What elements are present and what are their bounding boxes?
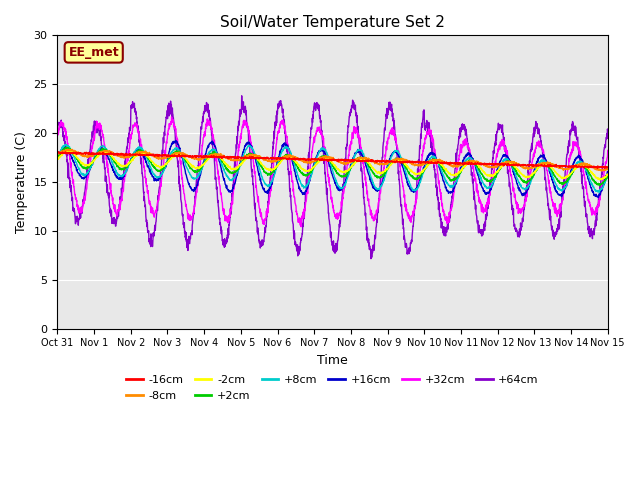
+32cm [207,124,215,130]
-16cm [571,164,579,169]
Line: -16cm: -16cm [58,152,608,168]
+16cm [54,156,61,161]
+2cm [361,156,369,162]
-16cm [361,158,369,164]
-8cm [64,146,72,152]
-16cm [207,153,215,159]
+16cm [361,158,369,164]
+32cm [571,139,579,144]
-8cm [604,166,612,172]
+2cm [63,144,70,150]
+8cm [54,155,61,160]
-2cm [54,156,61,162]
Y-axis label: Temperature (C): Temperature (C) [15,131,28,233]
-2cm [571,167,579,172]
-2cm [596,177,604,183]
+16cm [207,140,215,146]
+2cm [571,166,579,172]
-8cm [556,164,563,170]
-2cm [556,173,563,179]
+32cm [604,147,612,153]
+8cm [571,164,579,170]
+32cm [297,224,305,229]
-2cm [361,157,369,163]
Line: -2cm: -2cm [58,150,608,180]
+16cm [556,192,563,198]
+32cm [349,132,356,138]
+64cm [207,126,214,132]
-8cm [598,168,605,174]
-2cm [349,163,356,168]
+2cm [556,179,563,185]
-16cm [54,150,61,156]
+2cm [207,151,215,157]
-16cm [593,166,601,171]
-2cm [207,153,215,158]
-2cm [604,171,612,177]
+64cm [238,93,246,99]
+64cm [367,256,375,262]
+64cm [604,130,612,136]
+64cm [571,130,579,135]
+8cm [361,154,369,160]
Line: -8cm: -8cm [58,149,608,171]
+16cm [349,157,356,163]
+16cm [493,169,500,175]
-8cm [54,152,61,157]
Line: +16cm: +16cm [58,141,608,197]
-2cm [493,170,500,176]
Legend: -16cm, -8cm, -2cm, +2cm, +8cm, +16cm, +32cm, +64cm: -16cm, -8cm, -2cm, +2cm, +8cm, +16cm, +3… [122,371,543,405]
-16cm [604,164,612,170]
+8cm [61,142,69,147]
Line: +2cm: +2cm [58,147,608,186]
+16cm [571,159,579,165]
Text: EE_met: EE_met [68,46,119,59]
-8cm [571,163,579,169]
+16cm [595,194,602,200]
+64cm [349,97,356,103]
+32cm [361,172,369,178]
-8cm [493,164,500,169]
-16cm [349,157,356,163]
+64cm [556,222,563,228]
+8cm [207,148,215,154]
+32cm [168,114,175,120]
-16cm [55,149,63,155]
-16cm [493,161,500,167]
X-axis label: Time: Time [317,354,348,367]
+32cm [54,131,61,136]
-8cm [361,154,369,160]
+2cm [604,174,612,180]
+64cm [493,130,500,135]
Line: +64cm: +64cm [58,96,608,259]
-8cm [207,152,215,158]
Title: Soil/Water Temperature Set 2: Soil/Water Temperature Set 2 [220,15,445,30]
+32cm [493,154,500,160]
+8cm [493,172,500,178]
+32cm [556,202,563,208]
-2cm [65,147,73,153]
+8cm [595,190,603,195]
+8cm [604,172,612,178]
+2cm [349,162,356,168]
+8cm [556,187,563,192]
-16cm [556,163,563,168]
+2cm [54,156,61,161]
+64cm [361,201,369,207]
+16cm [604,169,612,175]
+2cm [596,183,604,189]
Line: +32cm: +32cm [58,117,608,227]
-8cm [349,158,356,164]
+8cm [349,159,356,165]
+64cm [54,127,61,132]
+16cm [172,138,180,144]
+2cm [493,172,500,178]
Line: +8cm: +8cm [58,144,608,192]
